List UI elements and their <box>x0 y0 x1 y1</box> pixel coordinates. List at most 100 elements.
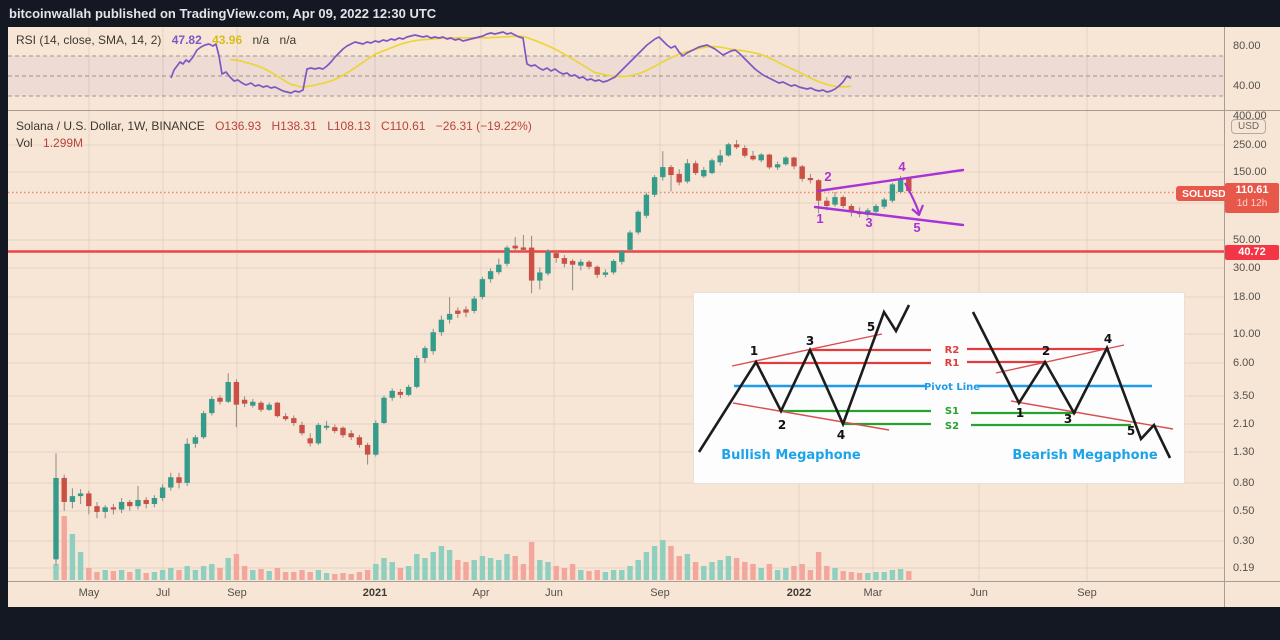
candle-body <box>348 433 354 438</box>
candle-body <box>274 402 281 417</box>
candle-body <box>217 397 223 402</box>
price-axis-separator <box>1224 27 1225 607</box>
volume-bar <box>709 562 715 580</box>
volume-bar <box>586 571 592 580</box>
candle-body <box>725 144 732 156</box>
time-axis-label: May <box>78 587 100 599</box>
volume-bar <box>766 564 773 580</box>
pattern-caption: Bullish Megaphone <box>721 448 861 463</box>
pane-separator[interactable] <box>8 110 1280 111</box>
volume-bar <box>881 572 887 580</box>
megaphone-diagonal-line <box>995 344 1125 374</box>
volume-bar <box>135 569 141 580</box>
volume-bar <box>315 570 322 580</box>
candle-body <box>455 310 461 314</box>
rsi-na-2: n/a <box>279 33 297 47</box>
candle-body <box>504 247 510 264</box>
symbol-title: Solana / U.S. Dollar, 1W, BINANCE <box>16 119 205 133</box>
candle-body <box>545 251 551 274</box>
rsi-legend-title: RSI (14, close, SMA, 14, 2) <box>16 33 162 47</box>
volume-bar <box>86 568 92 580</box>
volume-bar <box>241 566 248 580</box>
candle-body <box>356 437 363 445</box>
currency-chip[interactable]: USD <box>1231 119 1267 134</box>
volume-bar <box>176 570 182 580</box>
candle-body <box>143 499 149 505</box>
volume-bar <box>799 564 805 580</box>
volume-bar <box>651 546 658 580</box>
candle-body <box>291 418 297 424</box>
ohlc-open: O136.93 <box>215 119 262 133</box>
price-axis-label: 0.80 <box>1233 477 1255 489</box>
volume-bar <box>758 568 764 580</box>
volume-bar <box>733 558 740 580</box>
candle-body <box>446 313 453 320</box>
volume-bar <box>774 570 781 580</box>
candle-body <box>676 173 682 183</box>
candle-body <box>701 169 707 177</box>
volume-bar <box>889 570 896 580</box>
ohlc-high: H138.31 <box>271 119 317 133</box>
volume-bar <box>438 546 445 580</box>
volume-bar <box>446 550 453 580</box>
wave-count-label: 3 <box>865 215 872 230</box>
volume-bar <box>692 562 699 580</box>
volume-bar <box>865 573 871 580</box>
price-axis-label: 6.00 <box>1233 357 1255 369</box>
volume-bar <box>373 564 379 580</box>
volume-bar <box>168 568 174 580</box>
volume-bar <box>77 552 84 580</box>
volume-legend[interactable]: Vol 1.299M <box>16 136 83 150</box>
volume-bar <box>873 572 879 580</box>
price-axis-label: 30.00 <box>1233 262 1261 274</box>
candle-body <box>53 477 59 560</box>
rsi-pane[interactable] <box>8 27 1224 110</box>
time-axis-label: Jun <box>545 587 563 599</box>
candle-body <box>192 437 199 444</box>
candle-body <box>799 166 805 179</box>
wave-count-label: 1 <box>816 211 823 226</box>
candle-body <box>897 178 904 192</box>
time-axis-label: Apr <box>472 587 490 599</box>
candle-body <box>463 309 469 313</box>
volume-bar <box>906 571 912 580</box>
volume-label: Vol <box>16 136 33 150</box>
candle-body <box>282 416 289 420</box>
volume-bar <box>102 570 108 580</box>
volume-bar <box>159 570 166 580</box>
time-axis[interactable] <box>8 581 1280 607</box>
volume-bar <box>200 566 207 580</box>
candle-body <box>168 477 174 488</box>
rsi-sma-line <box>229 35 852 89</box>
volume-bar <box>340 573 346 580</box>
volume-bar <box>684 554 691 580</box>
time-axis-label: Mar <box>863 587 883 599</box>
price-axis-label: 2.10 <box>1233 418 1255 430</box>
volume-bar <box>356 572 363 580</box>
volume-bar <box>897 569 904 580</box>
candle-body <box>77 493 84 497</box>
price-axis-label: 0.50 <box>1233 505 1255 517</box>
volume-bar <box>463 562 469 580</box>
volume-bar <box>94 572 100 580</box>
symbol-legend[interactable]: Solana / U.S. Dollar, 1W, BINANCE O136.9… <box>16 119 532 133</box>
time-axis-label: 2022 <box>786 587 812 599</box>
candle-body <box>364 444 371 455</box>
megaphone-pattern-diagram: 1 2 3 4 5 1 2 3 4 5 R2 R1 Pivot Line S1 S2 Bullish Mega… <box>697 304 1174 463</box>
candle-body <box>537 272 543 281</box>
candle-body <box>668 167 674 176</box>
megaphone-upper-trendline[interactable] <box>816 168 965 193</box>
volume-bar <box>118 570 125 580</box>
candle-body <box>520 247 527 250</box>
volume-bar <box>127 572 133 580</box>
volume-bar <box>610 570 617 580</box>
megaphone-diagonal-line <box>1010 400 1174 430</box>
megaphone-lower-trendline[interactable] <box>813 205 965 227</box>
rsi-legend[interactable]: RSI (14, close, SMA, 14, 2) 47.82 43.96 … <box>16 33 296 47</box>
candle-body <box>774 164 781 168</box>
candle-body <box>832 197 838 205</box>
volume-bar <box>266 571 272 580</box>
volume-bar <box>233 554 240 580</box>
